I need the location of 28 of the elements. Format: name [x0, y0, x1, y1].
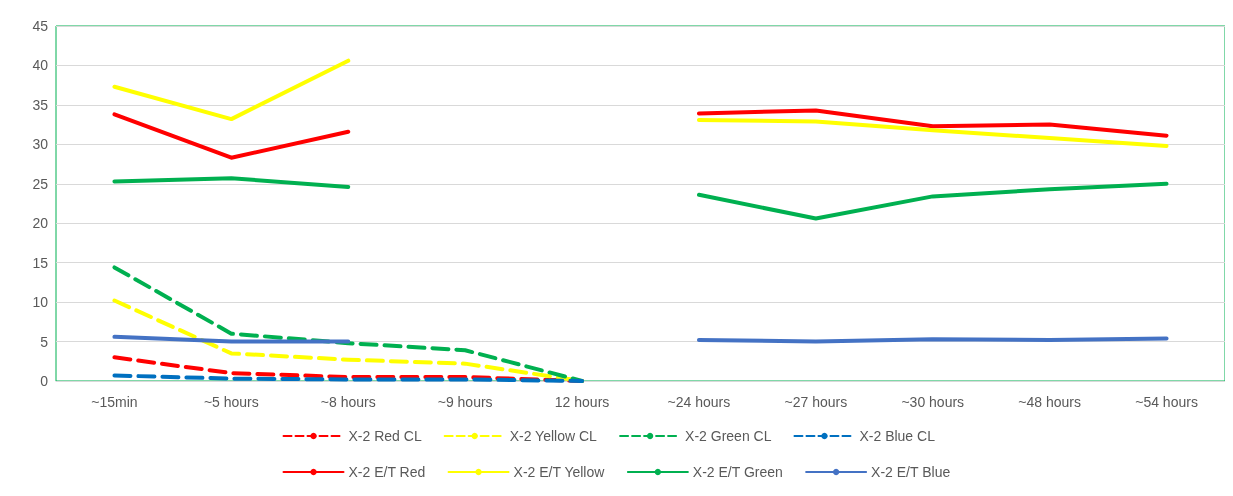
y-tick-label: 15 — [32, 254, 49, 271]
legend-label: X-2 Blue CL — [859, 428, 936, 444]
y-tick-label: 10 — [32, 294, 49, 311]
x-tick-label: ~9 hours — [437, 394, 493, 410]
y-tick-label: 35 — [32, 96, 49, 113]
legend-label: X-2 E/T Green — [692, 464, 783, 480]
y-tick-label: 40 — [32, 57, 49, 74]
x-tick-label: ~5 hours — [203, 394, 259, 410]
legend-label: X-2 Yellow CL — [509, 428, 598, 444]
y-tick-label: 30 — [32, 136, 49, 153]
legend-label: X-2 E/T Yellow — [513, 464, 606, 480]
x-tick-label: ~27 hours — [784, 394, 848, 410]
legend-label: X-2 Red CL — [348, 428, 422, 444]
y-tick-label: 20 — [32, 215, 49, 232]
y-tick-label: 0 — [40, 373, 49, 389]
y-tick-label: 5 — [40, 333, 49, 350]
x-tick-label: ~48 hours — [1018, 394, 1081, 410]
y-tick-label: 25 — [32, 175, 49, 192]
y-tick-label: 45 — [32, 18, 49, 34]
legend-label: X-2 E/T Blue — [871, 464, 951, 480]
x-tick-label: ~30 hours — [901, 394, 965, 410]
x-tick-label: ~8 hours — [320, 394, 376, 410]
legend-label: X-2 Green CL — [685, 428, 772, 444]
x-tick-label: ~54 hours — [1135, 394, 1198, 410]
x-tick-label: ~24 hours — [667, 394, 731, 410]
legend-label: X-2 E/T Red — [348, 464, 426, 480]
x-tick-label: ~15min — [91, 394, 138, 410]
x-tick-label: 12 hours — [554, 394, 610, 410]
